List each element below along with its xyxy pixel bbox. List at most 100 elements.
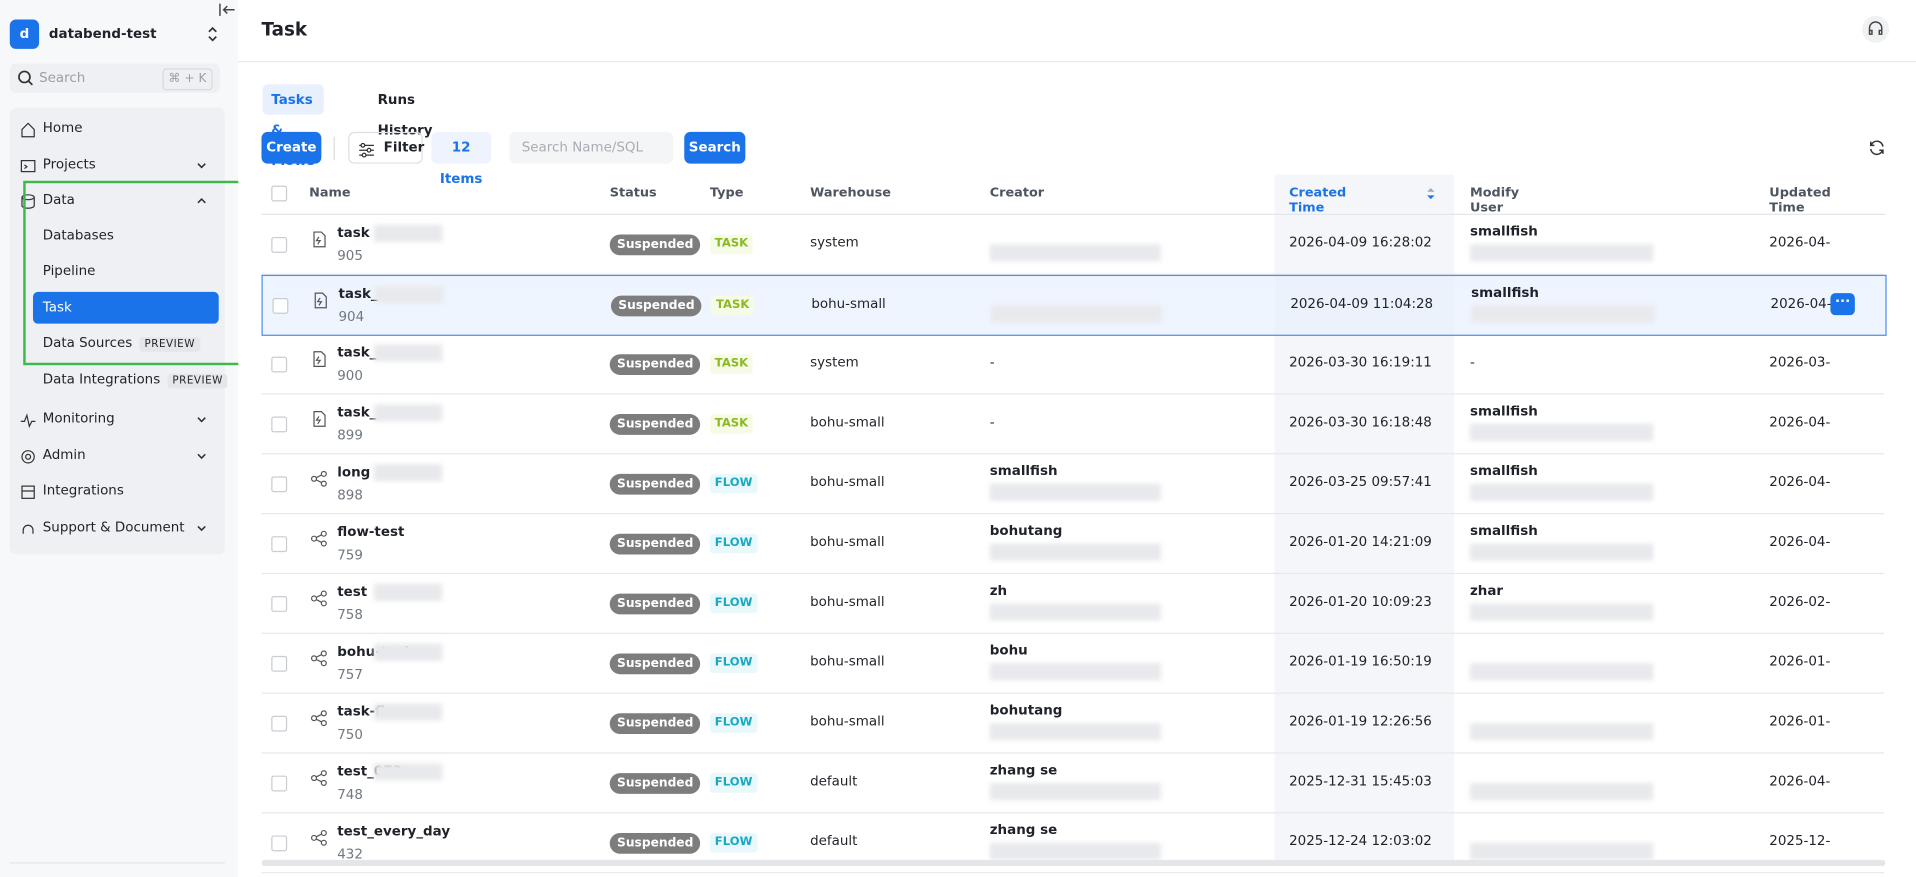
redacted — [373, 583, 443, 601]
task-icon-svg — [314, 292, 327, 309]
nav-item[interactable]: Home — [17, 114, 210, 143]
nav-chevron — [194, 412, 211, 441]
created-time: 2026-03-25 09:57:41 — [1289, 473, 1432, 490]
nav-icon-svg — [21, 122, 35, 138]
redacted — [989, 543, 1161, 561]
table-row[interactable]: test 758 Suspended FLOW bohu-small zh 2026-01-… — [261, 574, 1885, 634]
modify-user: smallfish — [1471, 284, 1540, 301]
type-tag: TASK — [709, 414, 754, 434]
nav-subitem[interactable]: Pipeline — [33, 255, 219, 287]
support-button[interactable] — [1861, 15, 1890, 44]
creator: - — [989, 354, 995, 371]
row-checkbox[interactable] — [271, 596, 288, 612]
table-row[interactable]: task-flow 750 Suspended FLOW bohu-small bohut… — [261, 694, 1885, 754]
redacted — [989, 782, 1161, 801]
nav-subitem[interactable]: Data Sources PREVIEW — [33, 327, 219, 359]
search-button[interactable]: Search — [684, 131, 746, 164]
updated-time: 2026-04- — [1769, 533, 1831, 550]
created-time: 2026-04-09 11:04:28 — [1290, 295, 1434, 312]
tab[interactable]: Runs History — [377, 91, 433, 139]
collapse-icon[interactable] — [217, 2, 237, 17]
table-row[interactable]: flow-test 759 Suspended FLOW bohu-small bohut… — [261, 514, 1885, 575]
table-row[interactable]: task 905 Suspended TASK system 2026-04-09 16:… — [261, 215, 1885, 275]
more-button[interactable]: ··· — [1830, 293, 1855, 316]
nav-icon — [20, 410, 37, 439]
row-checkbox[interactable] — [272, 298, 289, 314]
redacted — [1469, 244, 1654, 262]
nav-subitem[interactable]: Data Integrations PREVIEW — [33, 363, 228, 395]
created-time: 2026-03-30 16:18:48 — [1289, 414, 1432, 430]
nav-chevron — [194, 520, 211, 549]
creator: bohutang — [989, 522, 1063, 539]
table-row[interactable]: test_073 748 Suspended FLOW default zhang se 2… — [261, 754, 1885, 814]
table-row[interactable]: task_ 900 Suspended TASK system - 2026-03-30 1… — [261, 335, 1885, 395]
nav-subitem[interactable]: Databases — [33, 219, 219, 251]
table-row[interactable]: test_every_day 432 Suspended FLOW default zha… — [261, 813, 1885, 874]
task-name[interactable]: task_ — [337, 404, 377, 421]
column-header: Modify User — [1469, 185, 1520, 215]
redacted — [1469, 842, 1654, 860]
row-checkbox[interactable] — [271, 715, 288, 732]
status-pill: Suspended — [609, 832, 701, 854]
nav-icon-svg — [21, 485, 35, 499]
redacted — [1469, 603, 1654, 621]
creator: zh — [989, 582, 1008, 599]
redacted — [989, 483, 1161, 501]
task-id: 899 — [337, 427, 363, 444]
row-checkbox[interactable] — [271, 536, 288, 553]
nav-item[interactable]: Monitoring — [17, 404, 210, 433]
row-checkbox[interactable] — [271, 476, 288, 493]
redacted — [1469, 423, 1654, 441]
row-checkbox[interactable] — [271, 835, 288, 852]
row-checkbox[interactable] — [271, 775, 288, 792]
org-switcher[interactable]: d databend-test — [9, 19, 225, 52]
sort-icon-svg — [1427, 188, 1435, 200]
column-header[interactable]: Created Time — [1289, 185, 1347, 215]
updated-time: 2026-03- — [1769, 354, 1831, 371]
header-border — [261, 213, 1886, 215]
nav-item[interactable]: Data — [17, 186, 210, 215]
header-checkbox[interactable] — [271, 185, 288, 202]
nav-icon — [20, 482, 37, 511]
task-name[interactable]: task_ — [338, 285, 378, 302]
scrollbar — [261, 859, 1886, 866]
task-name[interactable]: test_every_day — [337, 823, 451, 840]
type-tag: TASK — [711, 295, 755, 316]
nav-subitem[interactable]: Task — [32, 291, 219, 324]
table-row[interactable]: long 898 Suspended FLOW bohu-small smallfish 2… — [261, 454, 1885, 515]
row-checkbox[interactable] — [271, 655, 288, 672]
redacted — [1469, 483, 1654, 501]
task-name[interactable]: test — [337, 583, 368, 600]
filter-icon — [358, 139, 375, 171]
nav-icon — [20, 120, 37, 149]
tab[interactable]: Tasks & Flows — [262, 84, 324, 169]
table-row[interactable]: task_ 899 Suspended TASK bohu-small - 2026-03-… — [261, 395, 1885, 455]
task-name[interactable]: flow-test — [337, 523, 405, 540]
toolbar-separator — [333, 136, 335, 161]
row-checkbox[interactable] — [271, 416, 288, 433]
created-time: 2026-03-30 16:19:11 — [1289, 354, 1432, 371]
task-icon — [310, 410, 327, 431]
redacted — [1469, 782, 1654, 801]
nav-item[interactable]: Admin — [17, 440, 210, 469]
task-name[interactable]: long — [337, 464, 371, 481]
search-input[interactable]: Search Name/SQL — [509, 131, 674, 164]
column-header: Warehouse — [810, 185, 891, 201]
updated-time: 2026-04- — [1769, 414, 1831, 430]
task-name[interactable]: task_ — [337, 344, 377, 361]
table-row[interactable]: bohu-task757SuspendedFLOWbohu-smallbohu2… — [261, 634, 1885, 694]
flow-icon — [310, 470, 327, 491]
nav-item[interactable]: Support & Document — [17, 512, 210, 541]
flow-icon-svg — [310, 829, 327, 846]
sidebar-search[interactable]: Search ⌘ + K — [9, 63, 220, 93]
task-name[interactable]: task — [337, 224, 370, 241]
table-row[interactable]: task_ 904 Suspended TASK bohu-small 2026-04-0… — [261, 274, 1887, 336]
nav-item[interactable]: Projects — [17, 150, 210, 179]
nav-item[interactable]: Integrations — [17, 476, 210, 505]
row-checkbox[interactable] — [271, 236, 288, 253]
create-button[interactable]: Create — [261, 131, 322, 164]
status-pill: Suspended — [609, 533, 701, 555]
filter-button[interactable]: Filter — [348, 131, 424, 164]
row-checkbox[interactable] — [271, 356, 288, 373]
